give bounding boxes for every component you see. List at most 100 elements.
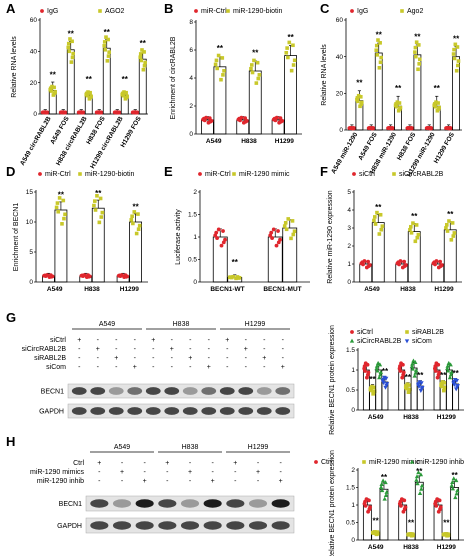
data-point (214, 58, 219, 63)
lane-marker: - (226, 364, 229, 371)
data-point (367, 126, 372, 131)
data-point (56, 209, 61, 214)
band (71, 387, 87, 395)
data-point (284, 227, 289, 232)
data-point (360, 100, 364, 105)
data-point (284, 50, 289, 55)
cell-line-label: A549 (99, 321, 115, 328)
data-point (378, 212, 383, 217)
legend-label: siCircRABL2B (357, 338, 402, 345)
lane-marker: - (134, 355, 137, 362)
data-point (454, 478, 459, 483)
significance-label: ** (381, 473, 388, 482)
lane-marker: - (263, 346, 266, 353)
bar (413, 54, 422, 131)
data-point (289, 236, 293, 241)
legend-marker (226, 9, 230, 13)
bar (91, 207, 105, 283)
band (226, 499, 245, 508)
data-point (92, 203, 96, 208)
data-point (270, 236, 274, 240)
data-point (436, 101, 440, 105)
panel-label: E (164, 164, 173, 179)
data-point (98, 110, 103, 115)
data-point (227, 275, 232, 280)
condition-label: miR-1290 mimics (30, 469, 85, 476)
data-point (125, 94, 129, 99)
legend-label: miR-Ctrl (205, 171, 231, 178)
significance-label: ** (104, 28, 111, 37)
data-point (244, 118, 249, 123)
data-point (446, 532, 450, 536)
cell-line-label: A549 (114, 444, 130, 451)
data-point (69, 60, 74, 64)
cell-line-label: H1299 (245, 321, 266, 328)
band (158, 521, 177, 530)
y-tick-label: 0 (33, 111, 37, 118)
data-point (132, 210, 137, 214)
band (135, 499, 154, 508)
data-point (378, 485, 384, 490)
lane-marker: - (211, 469, 214, 476)
data-point (374, 48, 379, 53)
data-point (60, 222, 64, 226)
data-point (368, 505, 373, 509)
lane-marker: - (97, 337, 100, 344)
data-point (455, 383, 460, 388)
data-point (414, 474, 420, 479)
blot-membrane (67, 383, 295, 399)
data-point (229, 275, 234, 280)
significance-label: ** (440, 371, 447, 380)
data-point (362, 259, 367, 263)
data-point (77, 110, 82, 115)
lane-marker: + (281, 364, 285, 371)
data-point (86, 90, 90, 94)
data-point (417, 490, 423, 495)
data-point (106, 37, 110, 42)
data-point (106, 54, 111, 58)
y-tick-label: 0 (29, 279, 33, 286)
lane-marker: + (207, 364, 211, 371)
data-point (398, 105, 403, 110)
data-point (206, 120, 211, 125)
lane-marker: - (208, 355, 211, 362)
data-point (413, 370, 418, 375)
data-point (416, 384, 422, 389)
band (182, 407, 198, 415)
x-category-label: H838 (241, 138, 257, 145)
data-point (139, 58, 143, 63)
data-point (356, 99, 360, 104)
data-point (85, 93, 89, 98)
lane-marker: - (263, 364, 266, 371)
data-point (394, 104, 399, 109)
data-point (419, 486, 424, 491)
significance-label: ** (447, 210, 454, 219)
data-point (417, 62, 421, 66)
data-point (116, 110, 121, 115)
data-point (219, 243, 224, 248)
bar (414, 481, 424, 541)
y-axis-label: Relative miR-1290 expression (327, 190, 334, 283)
legend-label: miR-Ctrl (45, 171, 71, 178)
data-point (136, 212, 140, 216)
data-point (365, 375, 369, 380)
blot-G: G A549 H838 H1299 siCtrl + - - - + - - - + - - - siCircRA… (6, 310, 295, 419)
lane-marker: - (208, 346, 211, 353)
significance-label: ** (443, 518, 450, 527)
significance-label: ** (434, 84, 441, 93)
data-point (71, 51, 75, 56)
lane-marker: - (279, 460, 282, 467)
lane-marker: + (211, 478, 215, 485)
x-category-label: A549 FOS (357, 131, 379, 162)
x-category-label: BECN1-MUT (263, 286, 301, 293)
data-point (397, 262, 401, 267)
data-point (401, 370, 406, 375)
y-tick-label: 40 (336, 54, 344, 61)
data-point (445, 363, 450, 368)
band (108, 407, 124, 415)
data-point (435, 108, 440, 113)
y-axis-label: Enrichment of BECN1 (13, 203, 20, 272)
data-point (143, 60, 147, 65)
data-point (454, 491, 459, 496)
data-point (276, 229, 280, 233)
